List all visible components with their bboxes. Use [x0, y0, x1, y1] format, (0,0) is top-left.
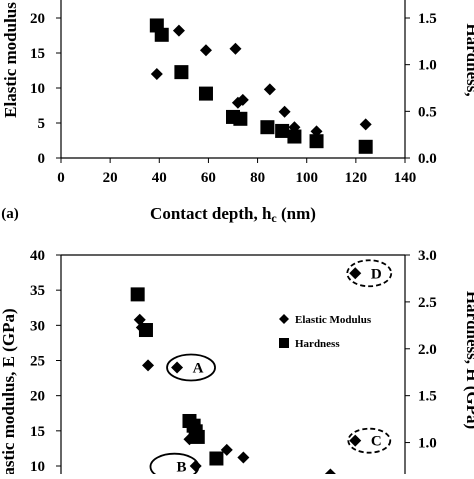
data-point-hardness — [209, 451, 224, 466]
x-tick-label: 120 — [345, 170, 368, 186]
x-tick-label: 100 — [295, 170, 318, 186]
y-right-tick-label: 1.0 — [418, 58, 437, 74]
y-right-tick-label: 2.5 — [418, 295, 437, 311]
y-axis-title-right: Hardness, — [463, 23, 474, 96]
data-point-hardness — [287, 129, 302, 144]
y-axis-title-right: Hardness, H (GPa) — [463, 291, 474, 429]
x-tick-label: 0 — [57, 170, 65, 186]
data-point-elastic-modulus — [199, 44, 212, 57]
annotation-label-b: B — [176, 460, 186, 474]
data-point-elastic-modulus — [171, 361, 184, 374]
annotation-label-d: D — [371, 266, 382, 282]
data-point-elastic-modulus — [172, 24, 185, 37]
y-right-tick-label: 1.5 — [418, 11, 437, 27]
data-point-hardness — [130, 287, 145, 302]
legend-marker-elastic-modulus — [279, 314, 289, 324]
data-point-hardness — [275, 123, 290, 138]
y-left-tick-label: 15 — [30, 46, 45, 62]
data-point-elastic-modulus — [349, 267, 362, 280]
y-left-tick-label: 35 — [30, 283, 45, 299]
annotation-ellipse-d — [346, 259, 393, 288]
data-point-elastic-modulus — [142, 359, 155, 372]
data-point-elastic-modulus — [236, 93, 249, 106]
data-point-elastic-modulus — [150, 68, 163, 80]
data-point-hardness — [233, 111, 248, 126]
annotation-label-a: A — [193, 361, 204, 377]
legend-marker-hardness — [279, 338, 289, 348]
data-point-hardness — [358, 139, 373, 154]
data-point-elastic-modulus — [229, 42, 242, 55]
annotation-ellipse-b — [149, 452, 200, 479]
y-left-tick-label: 30 — [30, 318, 45, 334]
data-point-hardness — [309, 134, 324, 149]
annotation-label-c: C — [371, 434, 382, 450]
data-point-hardness — [154, 27, 169, 42]
data-point-elastic-modulus — [220, 443, 233, 456]
x-tick-label: 60 — [201, 170, 216, 186]
data-point-hardness — [260, 120, 275, 135]
data-point-hardness — [174, 65, 189, 80]
y-left-tick-label: 15 — [30, 424, 45, 440]
data-point-elastic-modulus — [349, 434, 362, 447]
x-tick-label: 40 — [152, 170, 167, 186]
y-left-tick-label: 25 — [30, 354, 45, 370]
data-point-elastic-modulus — [359, 118, 372, 131]
y-right-tick-label: 1.0 — [418, 436, 437, 452]
panel-label-a: (a) — [1, 206, 19, 222]
panel-b: 10 15 20 25 30 35 40 1.0 1.5 2.0 2.5 3.0 A B C D Elastic… — [0, 248, 474, 479]
data-point-elastic-modulus — [324, 468, 337, 479]
y-left-tick-label: 20 — [30, 11, 45, 27]
y-left-tick-label: 10 — [30, 459, 45, 474]
x-axis-title: Contact depth, hc (nm) — [150, 204, 316, 225]
y-left-tick-label: 10 — [30, 81, 45, 97]
panel-a: 0 20 40 60 80 100 120 140 0 5 10 15 20 0.0 0.5 1.0 1.5 Co… — [1, 0, 474, 225]
y-left-tick-label: 20 — [30, 389, 45, 405]
y-right-tick-label: 0.5 — [418, 104, 437, 120]
y-right-tick-label: 2.0 — [418, 342, 437, 358]
data-point-elastic-modulus — [237, 451, 250, 464]
annotation-ellipse-a — [166, 353, 216, 382]
data-point-hardness — [198, 86, 213, 101]
y-right-tick-label: 3.0 — [418, 248, 437, 264]
data-point-elastic-modulus — [263, 83, 276, 96]
y-left-tick-label: 5 — [38, 116, 46, 132]
y-right-tick-label: 0.0 — [418, 151, 437, 167]
legend-label-hardness: Hardness — [295, 338, 340, 350]
y-right-tick-label: 1.5 — [418, 389, 437, 405]
y-left-tick-label: 0 — [38, 151, 46, 167]
data-point-elastic-modulus — [278, 105, 291, 118]
annotation-ellipse-c — [347, 427, 392, 454]
x-tick-label: 140 — [394, 170, 417, 186]
legend-label-elastic-modulus: Elastic Modulus — [295, 314, 372, 326]
y-axis-title-left: Elastic modulus, E (GPa) — [0, 308, 18, 474]
data-point-hardness — [190, 429, 205, 444]
x-tick-label: 20 — [103, 170, 118, 186]
x-tick-label: 80 — [250, 170, 265, 186]
y-left-tick-label: 40 — [30, 248, 45, 264]
y-axis-title-left: Elastic modulus — [1, 2, 20, 118]
data-point-hardness — [138, 323, 153, 338]
data-point-elastic-modulus — [189, 460, 202, 472]
